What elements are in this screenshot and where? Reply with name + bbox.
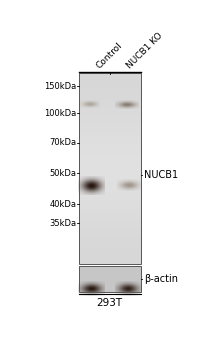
Text: 35kDa: 35kDa	[49, 219, 76, 228]
Bar	[79, 73, 141, 264]
Text: 40kDa: 40kDa	[49, 199, 76, 209]
Text: 293T: 293T	[97, 298, 123, 308]
Text: 70kDa: 70kDa	[49, 138, 76, 147]
Text: 50kDa: 50kDa	[49, 169, 76, 178]
Text: Control: Control	[94, 41, 124, 70]
Text: 150kDa: 150kDa	[44, 82, 76, 91]
Text: NUCB1 KO: NUCB1 KO	[125, 31, 165, 70]
Text: β-actin: β-actin	[144, 274, 178, 284]
Text: 100kDa: 100kDa	[44, 108, 76, 118]
Bar	[79, 266, 141, 292]
Text: NUCB1: NUCB1	[144, 170, 178, 180]
